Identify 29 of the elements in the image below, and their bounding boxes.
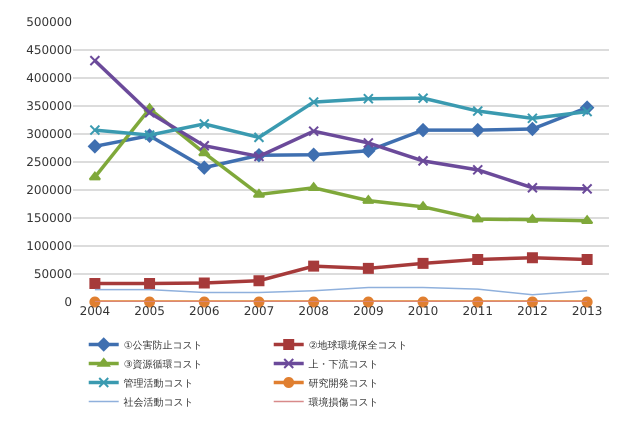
y-tick-label: 0 bbox=[64, 295, 72, 310]
y-tick-label: 100000 bbox=[26, 239, 72, 254]
x-tick-label: 2013 bbox=[572, 304, 602, 318]
legend-label: ③資源循環コスト bbox=[124, 358, 203, 370]
x-tick-label: 2007 bbox=[244, 304, 274, 318]
x-tick-label: 2010 bbox=[408, 304, 438, 318]
y-tick-label: 250000 bbox=[26, 155, 72, 170]
x-tick-label: 2006 bbox=[188, 304, 220, 318]
y-tick-label: 150000 bbox=[26, 211, 72, 226]
legend-label: ②地球環境保全コスト bbox=[308, 339, 408, 352]
x-tick-label: 2005 bbox=[134, 304, 165, 318]
legend-label: 上・下流コスト bbox=[308, 358, 379, 370]
legend-label: ①公害防止コスト bbox=[124, 339, 203, 352]
x-tick-label: 2011 bbox=[462, 304, 494, 318]
y-tick-label: 450000 bbox=[26, 43, 72, 58]
x-tick-label: 2009 bbox=[353, 304, 384, 318]
y-tick-label: 350000 bbox=[26, 99, 72, 114]
y-tick-label: 50000 bbox=[34, 267, 72, 282]
y-tick-label: 300000 bbox=[26, 127, 72, 142]
legend-label: 環境損傷コスト bbox=[308, 396, 379, 408]
legend-label: 管理活動コスト bbox=[124, 377, 194, 390]
y-tick-label: 200000 bbox=[26, 183, 72, 198]
y-tick-label: 500000 bbox=[26, 15, 72, 30]
x-tick-label: 2012 bbox=[517, 304, 548, 318]
legend-label: 研究開発コスト bbox=[308, 377, 379, 390]
x-tick-label: 2004 bbox=[80, 304, 110, 318]
legend-label: 社会活動コスト bbox=[124, 396, 194, 408]
x-tick-label: 2008 bbox=[298, 304, 329, 318]
y-tick-label: 400000 bbox=[26, 71, 72, 86]
